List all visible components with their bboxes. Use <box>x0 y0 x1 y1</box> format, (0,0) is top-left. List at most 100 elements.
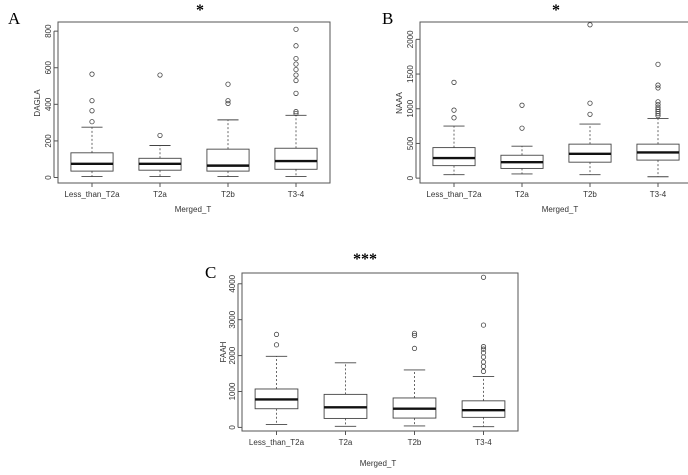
outlier-point <box>451 79 457 85</box>
outlier-point <box>411 332 418 339</box>
x-axis-label: Merged_T <box>542 205 579 214</box>
box-T2b <box>392 330 437 427</box>
x-tick-label: T2a <box>153 190 167 199</box>
y-axis-label: FAAH <box>219 341 228 362</box>
outlier-point <box>89 98 95 104</box>
y-tick-label: 1000 <box>228 382 237 400</box>
outlier-point <box>411 345 418 352</box>
box-T2b <box>206 81 250 178</box>
outlier-point <box>655 82 661 88</box>
box-T3-4 <box>274 26 318 178</box>
box-T3-4 <box>461 274 506 428</box>
outlier-point <box>519 102 525 108</box>
outlier-point <box>293 90 299 96</box>
y-tick-label: 600 <box>44 61 53 75</box>
outlier-point <box>587 111 593 117</box>
box-T2a <box>323 362 368 427</box>
outlier-point <box>480 322 487 328</box>
outlier-point <box>225 100 231 107</box>
x-tick-label: T3-4 <box>650 190 667 199</box>
outlier-point <box>273 331 280 338</box>
plot-frame <box>241 272 519 432</box>
outlier-point <box>655 104 661 110</box>
y-tick-label: 1000 <box>406 99 415 117</box>
outlier-point <box>480 354 487 360</box>
y-tick-label: 800 <box>44 24 53 38</box>
y-tick-label: 400 <box>44 97 53 111</box>
outlier-point <box>157 132 163 139</box>
y-tick-label: 4000 <box>228 274 237 292</box>
box-T3-4 <box>636 61 680 178</box>
plot-frame <box>419 21 688 184</box>
x-axis-label: Merged_T <box>360 459 397 468</box>
y-tick-label: 0 <box>406 175 415 180</box>
x-tick-label: T2b <box>221 190 235 199</box>
significance-marker: * <box>196 2 204 19</box>
y-tick-label: 0 <box>228 425 237 430</box>
x-axis-label: Merged_T <box>175 205 212 214</box>
outlier-point <box>655 99 661 105</box>
outlier-point <box>225 81 231 87</box>
y-tick-label: 200 <box>44 134 53 148</box>
y-tick-label: 0 <box>44 175 53 180</box>
outlier-point <box>480 346 487 352</box>
outlier-point <box>655 101 661 108</box>
plot-frame <box>57 21 331 184</box>
x-tick-label: T2a <box>515 190 529 199</box>
significance-marker: *** <box>353 251 377 268</box>
x-tick-label: T2a <box>339 438 353 447</box>
outlier-point <box>293 61 299 67</box>
box-Less_than_T2a <box>254 331 299 425</box>
panel-letter: A <box>8 9 21 28</box>
outlier-point <box>451 115 457 121</box>
outlier-point <box>480 274 487 280</box>
x-tick-label: Less_than_T2a <box>249 438 305 447</box>
box-T2a <box>138 72 182 178</box>
outlier-point <box>587 100 593 106</box>
outlier-point <box>293 66 299 73</box>
outlier-point <box>655 106 661 113</box>
box-T2a <box>500 102 544 175</box>
box-Less_than_T2a <box>432 79 476 176</box>
x-tick-label: Less_than_T2a <box>426 190 482 199</box>
x-tick-label: T3-4 <box>475 438 492 447</box>
outlier-point <box>480 363 487 369</box>
outlier-point <box>655 61 661 67</box>
panel-c: C *** 0 1000 2000 3000 4000 Less_than_T2a T2a T2b… <box>205 251 519 468</box>
iqr-box <box>206 148 250 172</box>
outlier-point <box>157 72 163 78</box>
panel-a: A * 0 200 400 600 800 Less_than_T2a T2a T2b T3-4 Me… <box>8 2 331 214</box>
x-tick-label: T3-4 <box>288 190 305 199</box>
panel-letter: C <box>205 263 216 282</box>
outlier-point <box>480 344 487 350</box>
box-T2b <box>568 22 612 176</box>
outlier-point <box>293 55 299 62</box>
x-tick-label: Less_than_T2a <box>64 190 120 199</box>
x-tick-label: T2b <box>408 438 422 447</box>
outlier-point <box>89 71 95 77</box>
outlier-point <box>480 350 487 356</box>
y-axis-label: DAGLA <box>33 89 42 117</box>
outlier-point <box>293 72 299 78</box>
y-tick-label: 2000 <box>228 346 237 364</box>
outlier-point <box>293 77 299 84</box>
x-tick-label: T2b <box>583 190 597 199</box>
outlier-point <box>587 22 593 28</box>
outlier-point <box>89 119 95 125</box>
y-tick-label: 2000 <box>406 30 415 48</box>
outlier-point <box>411 330 418 336</box>
outlier-point <box>89 108 95 114</box>
outlier-point <box>480 359 487 365</box>
outlier-point <box>273 342 280 348</box>
outlier-point <box>480 368 487 374</box>
outlier-point <box>655 85 661 91</box>
outlier-point <box>451 107 457 113</box>
panel-letter: B <box>382 9 393 28</box>
outlier-point <box>293 110 299 117</box>
panel-b: B * 0 500 1000 1500 2000 Less_than_T2a T2a T2b T3-… <box>382 2 688 214</box>
iqr-box <box>432 147 476 167</box>
y-tick-label: 3000 <box>228 310 237 328</box>
outlier-point <box>293 109 299 115</box>
iqr-box <box>70 152 114 172</box>
